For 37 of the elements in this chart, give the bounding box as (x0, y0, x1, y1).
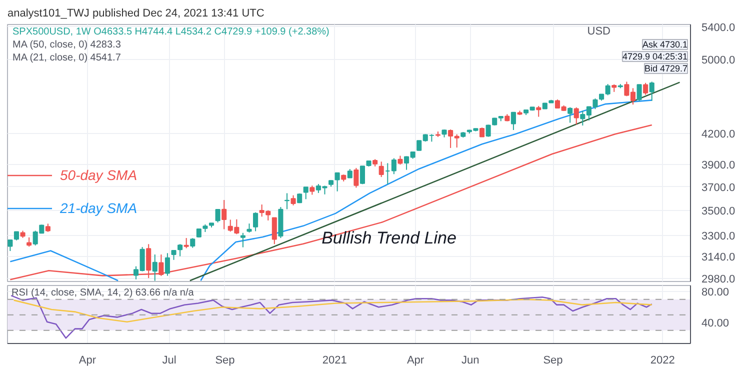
x-tick-label: Apr (78, 354, 96, 366)
x-tick-label: Jun (461, 354, 480, 366)
y-tick-label: 80.00 (702, 286, 730, 299)
annotation: MA (50, close, 0) 4283.3 (12, 40, 122, 50)
annotation: Bid 4729.7 (644, 64, 688, 74)
y-tick-label: 3500.0 (702, 206, 736, 218)
x-tick-label: Sep (543, 354, 563, 366)
legend-label: 21-day SMA (60, 200, 138, 216)
x-tick-label: 2021 (322, 354, 347, 366)
y-tick-label: 3900.0 (702, 160, 736, 172)
y-axis-title: USD (587, 26, 611, 38)
annotation: 4729.9 04:25:31 (622, 52, 688, 62)
x-tick-label: Sep (215, 354, 235, 366)
chart-title: RSI (14, close, SMA, 14, 2) 63.66 n/a n/a (12, 288, 194, 298)
y-tick-label: 5000.0 (702, 54, 736, 66)
y-tick-label: 5400.0 (702, 22, 736, 34)
y-tick-label: 3300.0 (702, 230, 736, 242)
y-tick-label: 4200.0 (702, 128, 736, 140)
candlestick (202, 224, 208, 232)
y-tick-label: 40.00 (702, 318, 730, 330)
line-series (13, 298, 653, 322)
candlestick (208, 222, 214, 228)
x-tick-label: Apr (406, 354, 424, 366)
legend-label: 50-day SMA (60, 166, 138, 182)
annotation: Bullish Trend Line (322, 228, 456, 248)
chart-title: analyst101_TWJ published Dec 24, 2021 13:41 UTC (8, 8, 264, 20)
candlestick (517, 110, 522, 116)
candlestick (171, 250, 176, 260)
annotation: Ask 4730.1 (642, 40, 688, 50)
y-tick-label: 3700.0 (702, 182, 736, 194)
annotation: MA (21, close, 0) 4541.7 (12, 52, 122, 64)
y-tick-label: 2980.0 (702, 274, 736, 286)
candlestick (366, 160, 372, 168)
x-tick-label: 2022 (650, 354, 675, 366)
chart-subtitle: SPX500USD, 1W O4633.5 H4744.4 L4534.2 C4729.9 +109.9 (+2.38%) (12, 26, 330, 38)
x-tick-label: Jul (162, 354, 176, 366)
y-tick-label: 3140.0 (702, 251, 736, 264)
